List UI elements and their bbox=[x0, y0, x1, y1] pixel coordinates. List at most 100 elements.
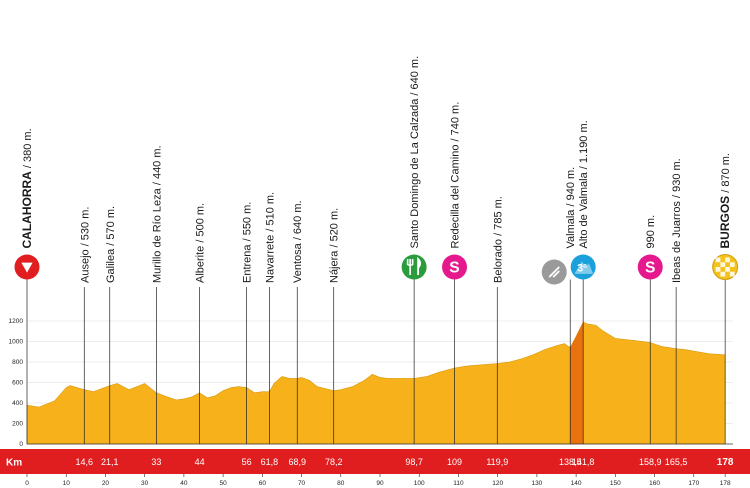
location-altitude: / 530 m. bbox=[79, 207, 91, 250]
location-label: Ibeas de Juarros / 930 m. bbox=[671, 158, 683, 283]
y-tick-label: 0 bbox=[19, 441, 23, 448]
km-value: 158,9 bbox=[639, 457, 662, 467]
finish-checker-icon bbox=[720, 262, 726, 267]
km-value: 178 bbox=[717, 457, 734, 468]
location-name: Ventosa bbox=[292, 242, 304, 283]
location-name: BURGOS bbox=[718, 196, 732, 249]
climb-icon bbox=[570, 254, 596, 280]
x-tick-label: 160 bbox=[649, 480, 660, 487]
y-axis: 0 200 400 600 800 1000 1200 bbox=[9, 318, 733, 448]
location-altitude: / 570 m. bbox=[105, 206, 117, 249]
finish-checker-icon bbox=[725, 257, 730, 263]
location-label: CALAHORRA / 380 m. bbox=[20, 128, 34, 248]
location-name: Valmala bbox=[565, 209, 577, 249]
location-altitude: / 380 m. bbox=[22, 128, 34, 171]
x-tick-label: 20 bbox=[102, 480, 110, 487]
km-value: 33 bbox=[151, 457, 161, 467]
x-tick-label: 120 bbox=[492, 480, 503, 487]
finish-checker-icon bbox=[729, 271, 735, 277]
location-name: Galilea bbox=[105, 248, 117, 283]
fork-icon bbox=[406, 259, 414, 275]
sprint-letter: S bbox=[645, 260, 655, 277]
location-altitude: / 440 m. bbox=[151, 145, 163, 188]
x-tick-label: 0 bbox=[25, 480, 29, 487]
km-band-bar bbox=[0, 449, 750, 474]
y-tick-label: 400 bbox=[12, 400, 23, 407]
km-value: 61,8 bbox=[261, 457, 279, 467]
location-name: Navarrete bbox=[264, 235, 276, 283]
km-value: 98,7 bbox=[405, 457, 423, 467]
location-name: Ibeas de Juarros bbox=[671, 201, 683, 283]
x-tick-label: 100 bbox=[414, 480, 425, 487]
y-tick-label: 600 bbox=[12, 380, 23, 387]
location-altitude: / 1.190 m. bbox=[578, 120, 590, 172]
location-name: CALAHORRA bbox=[20, 171, 34, 249]
finish-checker-icon bbox=[715, 267, 721, 272]
location-altitude: 990 m. bbox=[645, 215, 657, 249]
x-tick-label: 140 bbox=[571, 480, 582, 487]
location-label: Navarrete / 510 m. bbox=[264, 192, 276, 283]
profile-area-fill bbox=[26, 321, 726, 445]
location-label: Santo Domingo de La Calzada / 640 m. bbox=[409, 56, 421, 249]
km-value: 44 bbox=[195, 457, 205, 467]
location-altitude: / 640 m. bbox=[292, 200, 304, 243]
x-tick-label: 130 bbox=[531, 480, 542, 487]
finish-checker-icon bbox=[729, 262, 735, 267]
location-altitude: / 930 m. bbox=[671, 158, 683, 201]
location-name: Belorado bbox=[492, 239, 504, 283]
location-altitude: / 500 m. bbox=[195, 203, 207, 246]
location-name: Santo Domingo de La Calzada bbox=[409, 98, 421, 249]
location-label: Galilea / 570 m. bbox=[105, 206, 117, 283]
location-labels: CALAHORRA / 380 m. Ausejo / 530 m. Galilea… bbox=[20, 56, 732, 283]
location-label: Ventosa / 640 m. bbox=[292, 200, 304, 283]
sprint-letter: S bbox=[449, 260, 459, 277]
km-value: 14,6 bbox=[75, 457, 93, 467]
x-tick-label: 40 bbox=[180, 480, 188, 487]
sprint-icon bbox=[442, 254, 468, 280]
finish-checker-icon bbox=[715, 257, 721, 263]
location-altitude: / 520 m. bbox=[329, 208, 341, 251]
location-icons: S 3ª S bbox=[14, 254, 739, 285]
location-label: 990 m. bbox=[645, 215, 657, 249]
y-tick-label: 200 bbox=[12, 421, 23, 428]
km-band-label: Km bbox=[6, 458, 22, 469]
location-label: Alberite / 500 m. bbox=[195, 203, 207, 283]
location-guides bbox=[26, 279, 726, 444]
location-altitude: / 640 m. bbox=[409, 56, 421, 99]
location-name: Alberite bbox=[195, 246, 207, 283]
x-tick-label: 30 bbox=[141, 480, 149, 487]
x-tick-label: 60 bbox=[259, 480, 267, 487]
y-tick-label: 1200 bbox=[9, 318, 24, 325]
location-name: Nájera bbox=[329, 250, 341, 283]
finish-checker-icon bbox=[720, 271, 726, 277]
location-label: Nájera / 520 m. bbox=[329, 208, 341, 283]
location-label: Valmala / 940 m. bbox=[565, 167, 577, 249]
x-axis: 0 10 20 30 40 50 60 70 80 90 100 110 120 130 140 150 160… bbox=[25, 474, 731, 487]
start-arrow-icon bbox=[21, 262, 33, 273]
x-tick-label: 178 bbox=[720, 480, 731, 487]
x-tick-label: 10 bbox=[63, 480, 71, 487]
location-name: Alto de Valmala bbox=[578, 171, 590, 248]
mountain-icon bbox=[574, 261, 594, 274]
km-value: 165,5 bbox=[665, 457, 688, 467]
location-altitude: / 785 m. bbox=[492, 196, 504, 239]
location-label: BURGOS / 870 m. bbox=[718, 153, 732, 248]
location-name: Ausejo bbox=[79, 249, 91, 283]
km-mark-glyph bbox=[548, 266, 560, 278]
km-band: Km 14,6 21,1 33 44 56 61,8 68,9 78,2 98,7 109 119,9… bbox=[0, 449, 750, 474]
y-tick-label: 1000 bbox=[9, 339, 24, 346]
location-altitude: / 740 m. bbox=[450, 102, 462, 145]
location-label: Belorado / 785 m. bbox=[492, 196, 504, 283]
feed-zone-icon bbox=[401, 254, 427, 280]
location-label: Murillo de Río Leza / 440 m. bbox=[151, 145, 163, 283]
location-altitude: / 870 m. bbox=[720, 153, 732, 196]
location-label: Alto de Valmala / 1.190 m. bbox=[578, 120, 590, 248]
location-name: Murillo de Río Leza bbox=[151, 187, 163, 283]
x-tick-label: 110 bbox=[453, 480, 464, 487]
y-tick-label: 800 bbox=[12, 359, 23, 366]
x-tick-label: 70 bbox=[298, 480, 306, 487]
profile-area bbox=[26, 321, 726, 445]
km-value: 68,9 bbox=[288, 457, 306, 467]
location-label: Entrena / 550 m. bbox=[242, 202, 254, 283]
